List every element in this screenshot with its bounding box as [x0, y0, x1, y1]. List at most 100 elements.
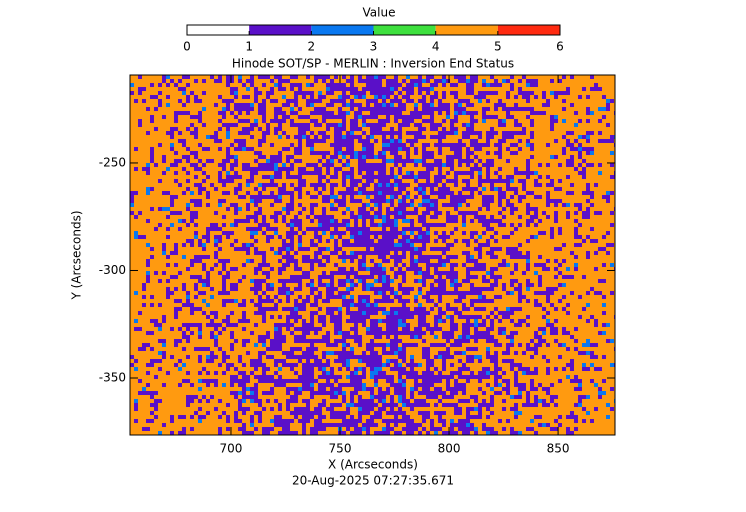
- heatmap-cell: [134, 211, 138, 215]
- heatmap-cell: [274, 271, 278, 275]
- heatmap-cell: [186, 259, 190, 263]
- heatmap-cell: [386, 123, 390, 127]
- heatmap-cell: [214, 295, 218, 299]
- heatmap-cell: [262, 179, 266, 183]
- heatmap-cell: [250, 163, 254, 167]
- heatmap-cell: [342, 247, 346, 251]
- heatmap-cell: [390, 279, 394, 283]
- heatmap-cell: [290, 215, 294, 219]
- heatmap-cell: [326, 327, 330, 331]
- heatmap-cell: [590, 215, 594, 219]
- heatmap-cell: [502, 79, 506, 83]
- heatmap-cell: [298, 291, 302, 295]
- heatmap-cell: [538, 311, 542, 315]
- heatmap-cell: [586, 79, 590, 83]
- heatmap-cell: [386, 199, 390, 203]
- heatmap-cell: [474, 311, 478, 315]
- heatmap-cell: [230, 135, 234, 139]
- heatmap-cell: [134, 131, 138, 135]
- heatmap-cell: [446, 223, 450, 227]
- heatmap-cell: [354, 147, 358, 151]
- heatmap-cell: [466, 95, 470, 99]
- heatmap-cell: [526, 127, 530, 131]
- heatmap-cell: [370, 283, 374, 287]
- heatmap-cell: [566, 259, 570, 263]
- heatmap-cell: [462, 255, 466, 259]
- heatmap-cell: [138, 295, 142, 299]
- heatmap-cell: [538, 331, 542, 335]
- heatmap-cell: [150, 103, 154, 107]
- heatmap-cell: [502, 331, 506, 335]
- heatmap-cell: [270, 111, 274, 115]
- heatmap-cell: [542, 163, 546, 167]
- heatmap-cell: [282, 179, 286, 183]
- heatmap-cell: [198, 75, 202, 79]
- heatmap-cell: [142, 255, 146, 259]
- heatmap-cell: [418, 155, 422, 159]
- heatmap-cell: [378, 139, 382, 143]
- heatmap-cell: [506, 319, 510, 323]
- heatmap-cell: [186, 199, 190, 203]
- heatmap-cell: [206, 183, 210, 187]
- heatmap-cell: [558, 251, 562, 255]
- heatmap-cell: [486, 119, 490, 123]
- heatmap-cell: [554, 123, 558, 127]
- heatmap-cell: [270, 331, 274, 335]
- heatmap-cell: [146, 235, 150, 239]
- heatmap-cell: [466, 231, 470, 235]
- heatmap-cell: [226, 247, 230, 251]
- heatmap-cell: [450, 283, 454, 287]
- heatmap-cell: [294, 143, 298, 147]
- heatmap-cell: [610, 219, 614, 223]
- heatmap-cell: [138, 291, 142, 295]
- heatmap-cell: [414, 167, 418, 171]
- heatmap-cell: [310, 231, 314, 235]
- heatmap-cell: [286, 335, 290, 339]
- heatmap-cell: [282, 207, 286, 211]
- heatmap-cell: [434, 131, 438, 135]
- heatmap-cell: [250, 139, 254, 143]
- heatmap-cell: [462, 271, 466, 275]
- heatmap-cell: [510, 119, 514, 123]
- heatmap-cell: [266, 251, 270, 255]
- heatmap-cell: [330, 151, 334, 155]
- heatmap-cell: [578, 127, 582, 131]
- heatmap-cell: [166, 135, 170, 139]
- heatmap-cell: [210, 283, 214, 287]
- heatmap-cell: [510, 323, 514, 327]
- heatmap-cell: [558, 275, 562, 279]
- heatmap-cell: [294, 127, 298, 131]
- heatmap-cell: [154, 147, 158, 151]
- heatmap-cell: [610, 255, 614, 259]
- heatmap-cell: [446, 267, 450, 271]
- heatmap-cell: [138, 111, 142, 115]
- heatmap-cell: [154, 83, 158, 87]
- heatmap-cell: [566, 231, 570, 235]
- heatmap-cell: [366, 131, 370, 135]
- heatmap-cell: [130, 155, 134, 159]
- heatmap-cell: [302, 279, 306, 283]
- heatmap-cell: [490, 123, 494, 127]
- heatmap-cell: [246, 311, 250, 315]
- heatmap-cell: [590, 279, 594, 283]
- heatmap-cell: [214, 219, 218, 223]
- heatmap-cell: [166, 111, 170, 115]
- heatmap-cell: [522, 87, 526, 91]
- heatmap-cell: [170, 267, 174, 271]
- heatmap-cell: [586, 203, 590, 207]
- heatmap-cell: [150, 107, 154, 111]
- heatmap-cell: [170, 187, 174, 191]
- heatmap-cell: [170, 243, 174, 247]
- heatmap-cell: [318, 163, 322, 167]
- heatmap-cell: [238, 295, 242, 299]
- heatmap-cell: [194, 107, 198, 111]
- heatmap-cell: [362, 195, 366, 199]
- heatmap-cell: [478, 119, 482, 123]
- heatmap-cell: [494, 155, 498, 159]
- heatmap-cell: [166, 179, 170, 183]
- heatmap-cell: [206, 163, 210, 167]
- heatmap-cell: [466, 107, 470, 111]
- heatmap-cell: [238, 263, 242, 267]
- heatmap-cell: [530, 259, 534, 263]
- heatmap-cell: [554, 127, 558, 131]
